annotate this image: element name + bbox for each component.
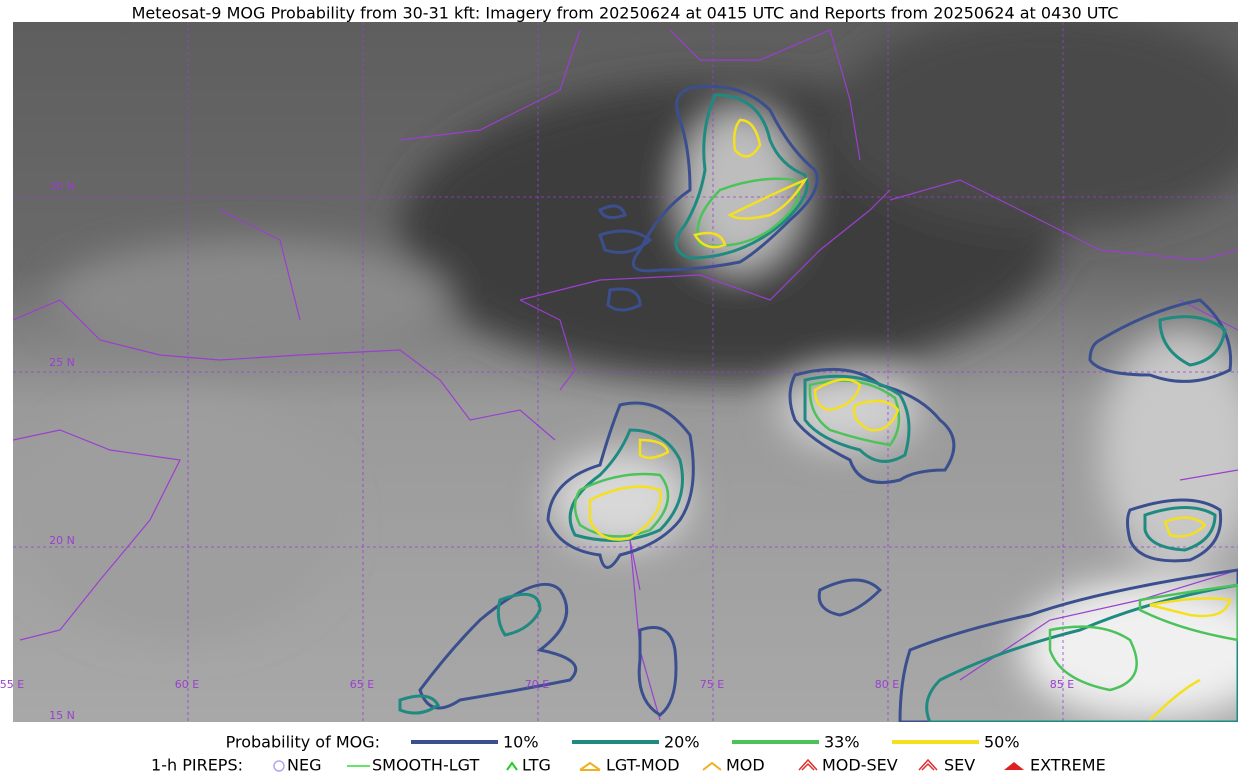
lat-label: 20 N <box>49 534 75 547</box>
legend-label: MOD-SEV <box>822 756 898 775</box>
legend-label: NEG <box>287 756 321 775</box>
lon-label: 70 E <box>525 678 549 691</box>
legend-label: LTG <box>522 756 551 775</box>
legend-label: 50% <box>984 733 1020 752</box>
grid <box>13 22 1238 722</box>
legend-label: SMOOTH-LGT <box>372 756 479 775</box>
legend-label: LGT-MOD <box>606 756 680 775</box>
legend-label: SEV <box>944 756 975 775</box>
lat-label: 25 N <box>49 356 75 369</box>
lon-label: 85 E <box>1050 678 1074 691</box>
map <box>13 22 1238 722</box>
legend-title: 1-h PIREPS: <box>151 756 243 775</box>
title: Meteosat-9 MOG Probability from 30-31 kf… <box>132 4 1119 23</box>
legend-label: MOD <box>726 756 765 775</box>
lon-label: 65 E <box>350 678 374 691</box>
lon-label: 80 E <box>875 678 899 691</box>
lat-labels: 30 N 25 N 20 N 15 N <box>49 180 75 722</box>
lon-labels: 55 E 60 E 65 E 70 E 75 E 80 E 85 E <box>0 678 1074 691</box>
legend-label: 33% <box>824 733 860 752</box>
lon-label: 75 E <box>700 678 724 691</box>
lon-label: 60 E <box>175 678 199 691</box>
legend-title: Probability of MOG: <box>226 733 380 752</box>
contours <box>398 84 1238 722</box>
legend-label: EXTREME <box>1030 756 1106 775</box>
legend: Probability of MOG: 10% 20% 33% 50% 1-h … <box>151 733 1106 775</box>
lon-label: 55 E <box>0 678 24 691</box>
lat-label: 15 N <box>49 709 75 722</box>
legend-label: 10% <box>503 733 539 752</box>
legend-label: 20% <box>664 733 700 752</box>
lat-label: 30 N <box>49 180 75 193</box>
